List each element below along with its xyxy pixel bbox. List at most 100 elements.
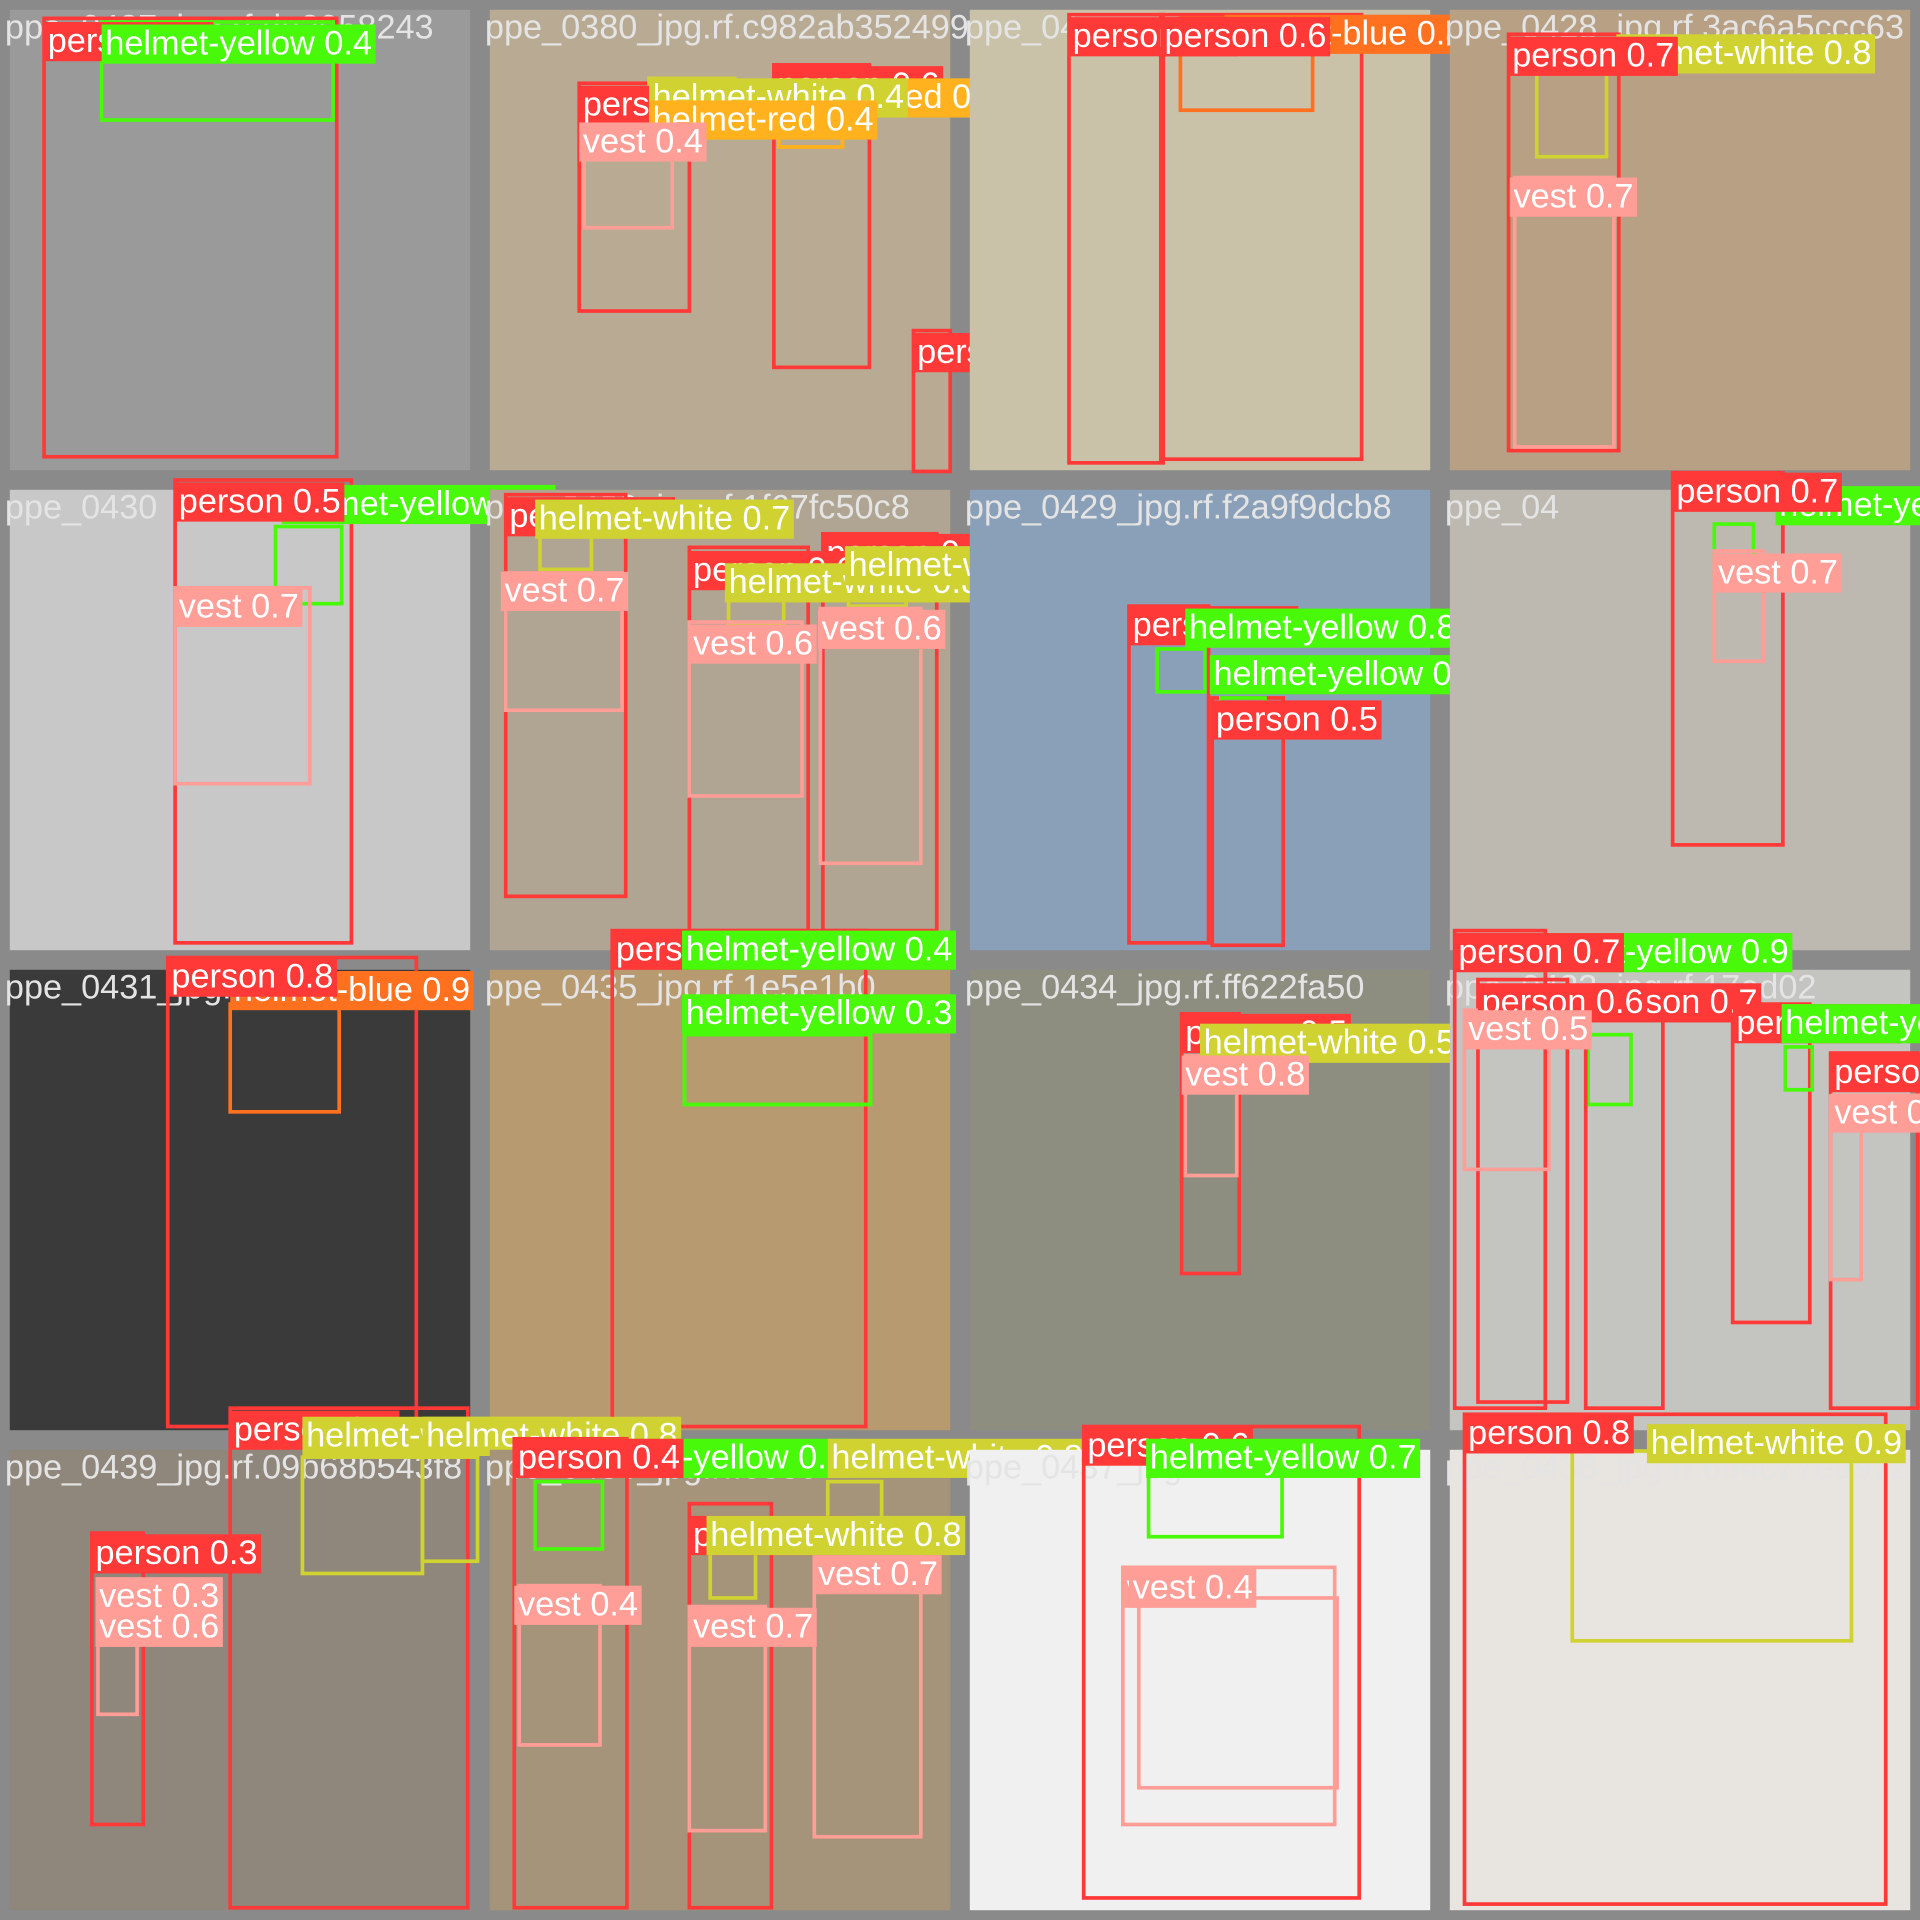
image-placeholder: [9, 969, 471, 1431]
bounding-box: [687, 1604, 768, 1833]
bounding-box: [1476, 977, 1570, 1404]
image-placeholder: [9, 1449, 471, 1911]
label-background: [101, 24, 376, 64]
image-placeholder: [9, 489, 471, 951]
label-background: [1830, 1053, 1920, 1093]
detection-label: vest 0.7: [1718, 553, 1838, 591]
label-background: [167, 957, 338, 997]
tile: ppe_0433_jpg.rf.17ed02helmet-yellow 0.9p…: [1445, 928, 1920, 1431]
detection-label: person 0.7: [1676, 473, 1838, 511]
detection-label: helmet-yellow 0.8: [1189, 608, 1456, 646]
label-background: [91, 1534, 262, 1574]
detection-label: helmet-white 0.7: [539, 499, 790, 537]
tile: ppe_0438_jpg.rf.6b4c77ed972helmet-white …: [1445, 1412, 1911, 1911]
label-background: [1185, 608, 1460, 648]
label-background: [1209, 655, 1484, 695]
detection-label: person 0.5: [179, 482, 341, 520]
label-background: [1212, 700, 1382, 740]
bounding-box: [533, 1479, 605, 1551]
detection-label: vest 0.7: [693, 1608, 813, 1646]
image-placeholder: [969, 1449, 1431, 1911]
label-background: [1454, 933, 1624, 973]
bounding-box: [1506, 32, 1621, 453]
label-background: [1181, 1055, 1309, 1095]
label-background: [514, 1585, 642, 1625]
bounding-box: [99, 20, 335, 122]
filename: ppe_0434_jpg.rf.ff622fa50: [965, 968, 1365, 1006]
detection-label: person 0.7: [1458, 933, 1620, 971]
image-placeholder: [1449, 9, 1911, 471]
detection-label: person 0.8: [1468, 1414, 1630, 1452]
filename: ppe_0380_jpg.rf.c982ab35249925c: [485, 8, 1024, 46]
label-background: [706, 1515, 966, 1556]
filename: ppe_04: [965, 8, 1079, 46]
label-background: [682, 930, 957, 970]
detection-label: vest 0.7: [179, 588, 299, 626]
bounding-box: [1783, 1045, 1815, 1092]
detection-label: helmet-white 0.5: [1204, 1024, 1455, 1062]
detection-label: helmet-yellow 0.4: [686, 930, 953, 968]
detection-label: helmet-yellow 0.3: [686, 994, 953, 1032]
label-background: [500, 571, 629, 612]
bounding-box: [911, 328, 953, 474]
label-background: [579, 122, 707, 162]
detection-label: helmet-yellow 0.6: [1785, 1004, 1920, 1042]
detection-label: vest 0.6: [822, 610, 942, 648]
detection-label: person 0.5: [1834, 1053, 1920, 1091]
bounding-box: [1155, 647, 1207, 694]
image-placeholder: [969, 9, 1431, 471]
label-background: [1464, 1414, 1634, 1454]
bounding-box: [1462, 1412, 1888, 1906]
label-background: [514, 1438, 684, 1478]
image-placeholder: [1449, 1449, 1911, 1911]
bounding-box: [42, 16, 339, 459]
filename: ppe_0430: [5, 488, 157, 526]
label-background: [1781, 1004, 1920, 1044]
detection-label: vest 0.7: [504, 572, 624, 610]
detection-label: person 0.8: [171, 957, 333, 995]
detection-label: vest 0.4: [583, 122, 703, 160]
detection-label: vest 0.7: [818, 1555, 938, 1593]
label-background: [535, 499, 794, 539]
detection-label: helmet-white 0.9: [1651, 1424, 1902, 1462]
detection-label: vest 0.4: [1133, 1568, 1253, 1606]
detection-label: helmet-yellow 0.4: [105, 24, 372, 62]
tile: ppe_0427_jpg.rf.de2058243person 0.8helme…: [5, 8, 471, 471]
image-placeholder: [9, 9, 471, 471]
label-background: [689, 1607, 817, 1647]
label-background: [1646, 1424, 1906, 1464]
filename: ppe_04: [1445, 488, 1559, 526]
label-background: [1509, 177, 1638, 217]
label-background: [95, 1607, 223, 1647]
bounding-box: [420, 1455, 480, 1564]
detection-label: vest 0.4: [518, 1586, 638, 1624]
bounding-box: [228, 1406, 470, 1910]
bounding-box: [818, 606, 923, 866]
label-background: [814, 1555, 942, 1595]
bounding-box: [682, 1032, 873, 1107]
label-background: [1464, 1010, 1592, 1050]
label-background: [682, 994, 957, 1034]
label-background: [1146, 1438, 1421, 1478]
detection-label: person 0.7: [1512, 37, 1674, 75]
bounding-box: [1586, 1032, 1633, 1107]
label-background: [1672, 472, 1842, 512]
detection-label: person 0.3: [96, 1534, 258, 1572]
label-background: [1128, 1568, 1257, 1608]
label-background: [1714, 553, 1842, 593]
detection-label: helmet-yellow 0.4: [1213, 655, 1480, 693]
detection-label: helmet-yellow 0.7: [1150, 1439, 1417, 1477]
bounding-box: [1121, 1565, 1337, 1827]
bounding-box: [577, 81, 692, 313]
bounding-box: [1712, 549, 1766, 664]
label-background: [175, 482, 345, 522]
